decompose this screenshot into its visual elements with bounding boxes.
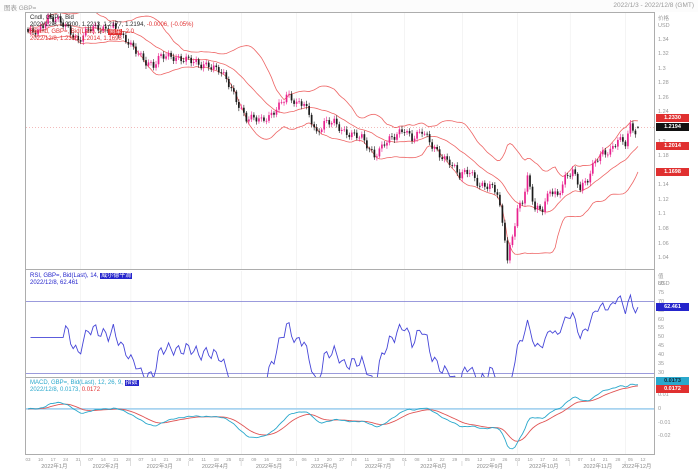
macd-panel-graphics (26, 379, 654, 454)
title-bar: 图表 GBP= 2022/1/3 - 2022/12/8 (GMT) (0, 0, 698, 12)
main-panel-graphics (26, 13, 654, 269)
date-range-label: 2022/1/3 - 2022/12/8 (GMT) (613, 2, 694, 9)
rsi-panel-graphics (26, 271, 654, 377)
window-title: 图表 GBP= (4, 5, 37, 12)
